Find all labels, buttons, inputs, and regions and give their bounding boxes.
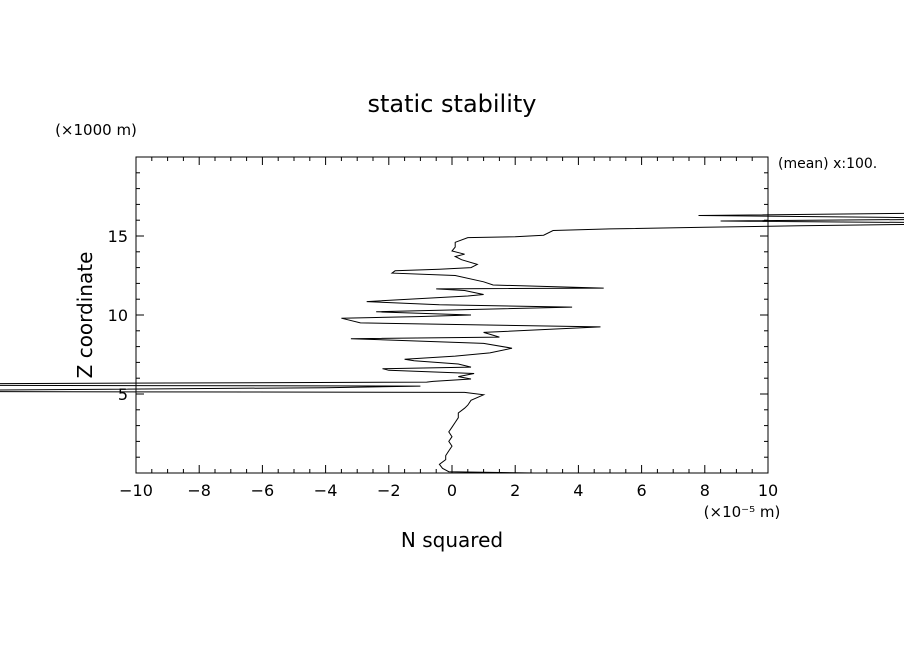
plot-frame [135,156,769,474]
x-tick-label: −2 [377,481,401,500]
chart-title: static stability [368,90,537,118]
x-tick-label: −10 [119,481,153,500]
x-axis-label: N squared [401,528,503,552]
series-line [0,212,904,474]
x-axis-ticks: −10 −8 −6 −4 −2 0 2 4 6 8 10 [119,157,778,500]
y-tick-label: 10 [108,306,128,325]
x-tick-label: 0 [447,481,457,500]
x-tick-label: −6 [251,481,275,500]
y-axis-ticks: 5 10 15 [108,156,768,474]
x-unit-label: (×10⁻⁵ m) [704,503,781,521]
x-tick-label: 8 [700,481,710,500]
y-axis-label: Z coordinate [73,252,97,379]
y-tick-label: 15 [108,227,128,246]
x-tick-label: 4 [573,481,583,500]
y-unit-label: (×1000 m) [55,121,137,139]
x-tick-label: 10 [758,481,778,500]
x-tick-label: −4 [314,481,338,500]
mean-annotation: (mean) x:100. [778,156,877,172]
x-tick-label: −8 [187,481,211,500]
y-tick-label: 5 [118,385,128,404]
x-tick-label: 2 [510,481,520,500]
x-tick-label: 6 [637,481,647,500]
